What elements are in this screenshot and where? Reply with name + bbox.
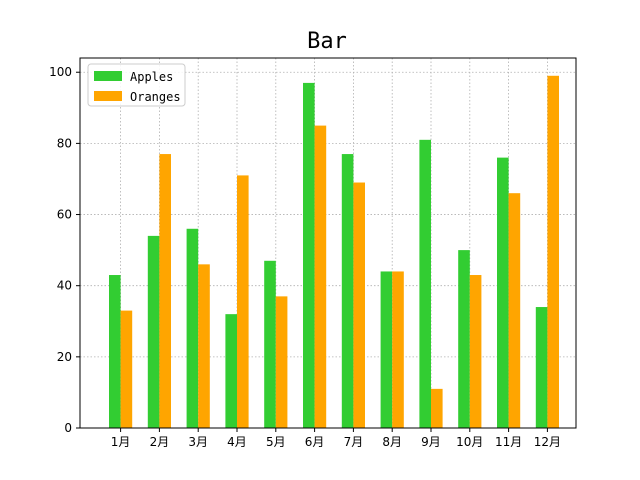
bar-apples [535,307,548,428]
bar-apples [303,82,315,429]
bar-oranges [159,154,171,429]
x-tick-label: 8月 [382,435,402,449]
bar-oranges [508,193,521,428]
x-tick-label: 11月 [495,435,522,449]
legend-label-apples: Apples [130,70,173,84]
y-tick-label: 20 [57,350,72,364]
x-tick-label: 12月 [534,435,561,449]
bar-apples [186,228,199,428]
bar-apples [380,271,393,428]
x-tick-label: 9月 [421,435,441,449]
bar-oranges [353,182,365,428]
bar-oranges [469,275,482,428]
y-tick-label: 40 [57,279,72,293]
x-tick-label: 7月 [344,435,364,449]
bar-oranges [237,175,249,428]
bar-oranges [547,75,559,429]
y-tick-label: 0 [64,421,72,435]
x-tick-label: 4月 [227,435,247,449]
bar-apples [419,139,431,429]
bar-apples [341,154,354,429]
x-tick-label: 6月 [305,435,325,449]
legend: Apples Oranges [87,63,186,107]
legend-label-oranges: Oranges [130,90,181,104]
bar-oranges [314,125,327,428]
bar-apples [147,235,160,428]
bar-oranges [198,264,210,428]
bar-apples [109,275,121,428]
bar-oranges [431,388,443,428]
legend-swatch-apples [94,71,122,81]
legend-swatch-oranges [94,91,122,101]
x-tick-label: 10月 [456,435,483,449]
bar-apples [264,260,276,428]
plot-frame [79,57,577,429]
y-tick-label: 80 [57,136,72,150]
bar-apples [458,250,470,428]
bar-apples [225,314,237,428]
y-tick-label: 100 [49,65,72,79]
chart-title: Bar [307,29,347,54]
y-axis: 0 20 40 60 80 100 [49,65,80,435]
bar-apples [497,157,509,428]
bar-oranges [275,296,288,428]
x-axis: 1月 2月 3月 4月 5月 6月 7月 8月 9月 10月 11月 12月 [111,428,561,449]
bars [109,75,559,429]
x-tick-label: 5月 [266,435,286,449]
y-tick-label: 60 [57,208,72,222]
x-tick-label: 1月 [111,435,131,449]
bar-oranges [120,310,133,428]
x-tick-label: 2月 [150,435,170,449]
x-tick-label: 3月 [188,435,208,449]
bar-oranges [392,271,404,428]
